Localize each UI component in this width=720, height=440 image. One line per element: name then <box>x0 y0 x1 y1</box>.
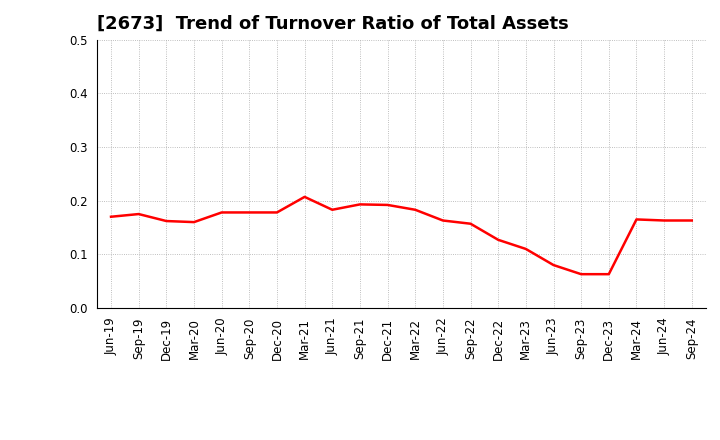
Text: [2673]  Trend of Turnover Ratio of Total Assets: [2673] Trend of Turnover Ratio of Total … <box>97 15 569 33</box>
